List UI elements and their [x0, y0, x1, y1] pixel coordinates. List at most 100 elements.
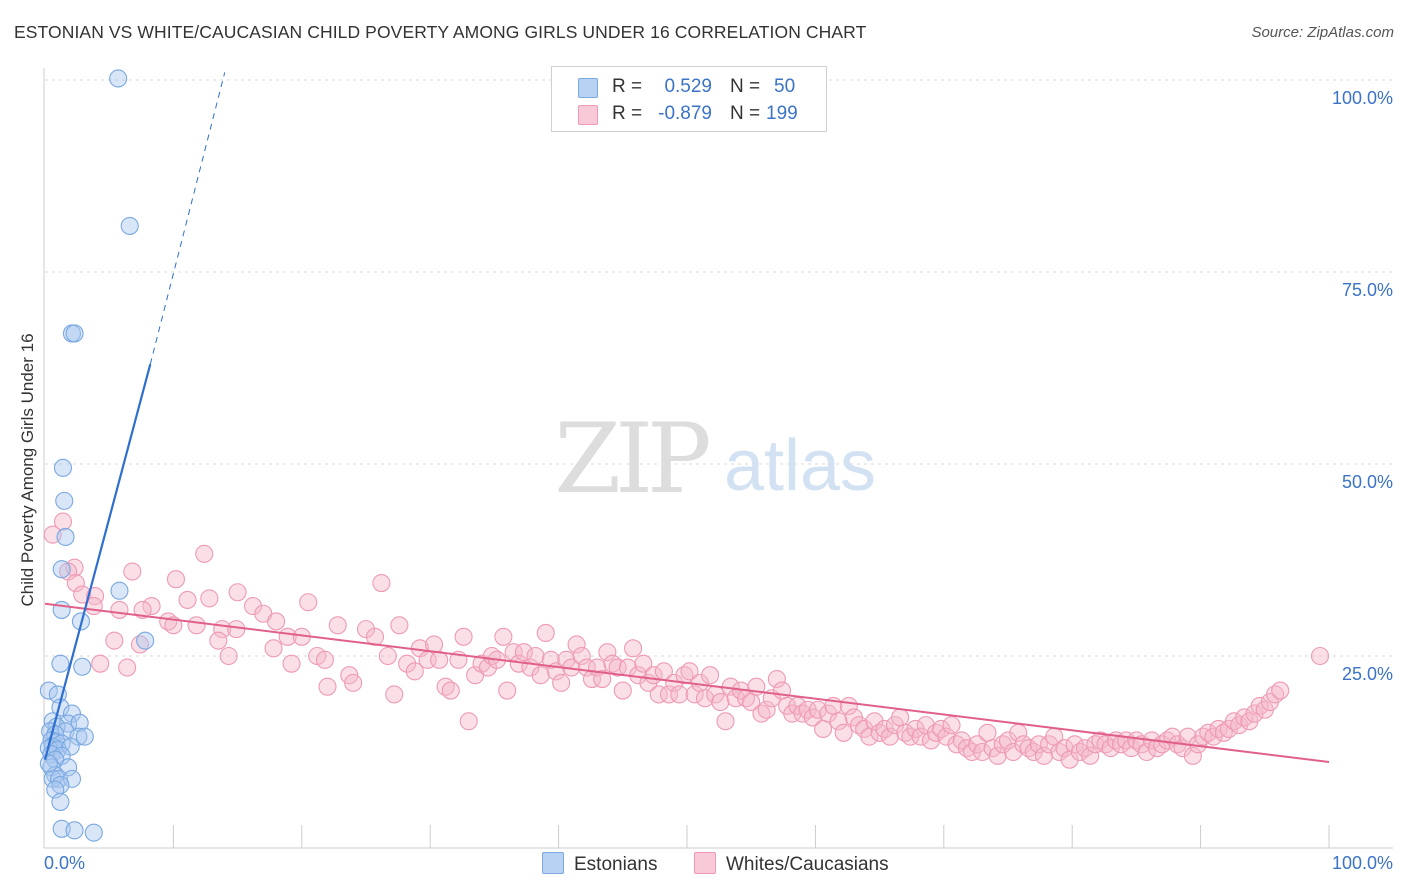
- data-point: [494, 627, 513, 646]
- data-point: [757, 700, 776, 719]
- data-point: [84, 823, 103, 842]
- data-point: [118, 658, 137, 677]
- data-point: [378, 646, 397, 666]
- data-point: [75, 727, 94, 746]
- y-tick-label: 75.0%: [1342, 280, 1393, 300]
- data-point: [814, 719, 833, 739]
- data-point: [65, 821, 84, 840]
- data-point: [344, 673, 363, 692]
- data-point: [315, 650, 334, 669]
- legend-n-label: N =: [730, 103, 761, 124]
- data-point: [531, 666, 550, 685]
- data-point: [39, 681, 58, 700]
- trend-line-estonians: [43, 363, 152, 760]
- trend-line-whites: [44, 602, 1330, 763]
- data-point: [52, 560, 71, 579]
- data-point: [243, 597, 263, 616]
- data-point: [105, 631, 124, 650]
- data-point: [109, 69, 128, 88]
- data-point: [454, 627, 473, 646]
- data-point: [541, 650, 560, 669]
- data-point: [880, 727, 899, 746]
- y-tick-label: 25.0%: [1342, 664, 1393, 684]
- y-tick-label: 50.0%: [1342, 472, 1393, 492]
- data-point: [52, 600, 71, 619]
- data-point: [53, 458, 73, 477]
- data-point: [937, 727, 956, 746]
- data-point: [65, 324, 84, 343]
- chart-title: ESTONIAN VS WHITE/CAUCASIAN CHILD POVERT…: [14, 22, 867, 42]
- data-point: [1183, 746, 1202, 765]
- legend-n-value: 199: [766, 103, 798, 124]
- trend-line-estonians-extension: [149, 72, 226, 365]
- data-point: [200, 589, 219, 608]
- data-point: [1055, 739, 1074, 758]
- x-tick-label-min: 0.0%: [44, 853, 85, 873]
- data-point: [219, 646, 238, 666]
- series-whites-caucasians: [43, 512, 1330, 769]
- gridlines: [45, 79, 1393, 657]
- data-point: [50, 769, 69, 788]
- data-point: [398, 654, 417, 673]
- data-point: [834, 723, 853, 742]
- legend-row-whites: R = -0.879 N = 199: [552, 102, 826, 128]
- data-point: [670, 685, 689, 704]
- data-point: [1034, 746, 1054, 765]
- data-point: [318, 677, 337, 696]
- x-tick-label-max: 100.0%: [1332, 853, 1393, 873]
- data-point: [978, 723, 997, 742]
- data-point: [195, 544, 214, 563]
- series-estonians: [39, 69, 155, 842]
- legend-row-estonians: R = 0.529 N = 50: [552, 75, 826, 101]
- data-point: [328, 616, 347, 635]
- data-point: [498, 681, 517, 700]
- data-point: [39, 754, 58, 773]
- data-point: [56, 527, 75, 547]
- data-point: [70, 713, 89, 732]
- legend-swatch: [542, 852, 564, 874]
- legend-item-whites: Whites/Caucasians: [694, 852, 889, 876]
- data-point: [178, 590, 197, 609]
- legend-r-label: R =: [612, 76, 643, 97]
- data-point: [711, 693, 730, 712]
- trend-lines: [43, 72, 1330, 763]
- data-point: [62, 704, 82, 723]
- data-point: [51, 654, 70, 673]
- data-point: [282, 654, 301, 673]
- y-axis-label: Child Poverty Among Girls Under 16: [18, 333, 37, 607]
- legend-item-estonians: Estonians: [542, 852, 657, 876]
- data-point: [441, 681, 460, 700]
- legend-swatch-estonians: [578, 78, 598, 98]
- watermark-zip: ZIP: [554, 403, 709, 515]
- data-point: [624, 639, 643, 658]
- watermark-atlas: atlas: [724, 426, 876, 506]
- legend-n-label: N =: [730, 76, 761, 97]
- data-point: [228, 583, 247, 602]
- data-point: [608, 658, 627, 677]
- data-point: [973, 742, 992, 762]
- data-point: [514, 643, 533, 662]
- data-point: [593, 669, 612, 689]
- legend-r-value: -0.879: [658, 103, 712, 124]
- data-point: [264, 639, 283, 658]
- data-point: [69, 727, 88, 746]
- data-point: [1081, 746, 1100, 765]
- data-point: [942, 716, 961, 735]
- data-point: [267, 612, 286, 631]
- watermark: ZIP atlas: [554, 403, 876, 515]
- data-point: [567, 635, 586, 654]
- data-point: [1029, 735, 1048, 754]
- data-point: [123, 562, 142, 581]
- data-point: [372, 573, 391, 593]
- data-point: [572, 646, 591, 666]
- data-point: [988, 746, 1007, 765]
- data-point: [62, 769, 82, 788]
- data-point: [536, 623, 555, 643]
- data-point: [110, 581, 129, 600]
- data-point: [1004, 742, 1023, 762]
- data-point: [1310, 646, 1330, 666]
- data-point: [136, 631, 155, 650]
- data-point: [808, 700, 828, 719]
- data-point: [1137, 742, 1156, 762]
- legend-n-value: 50: [774, 76, 796, 97]
